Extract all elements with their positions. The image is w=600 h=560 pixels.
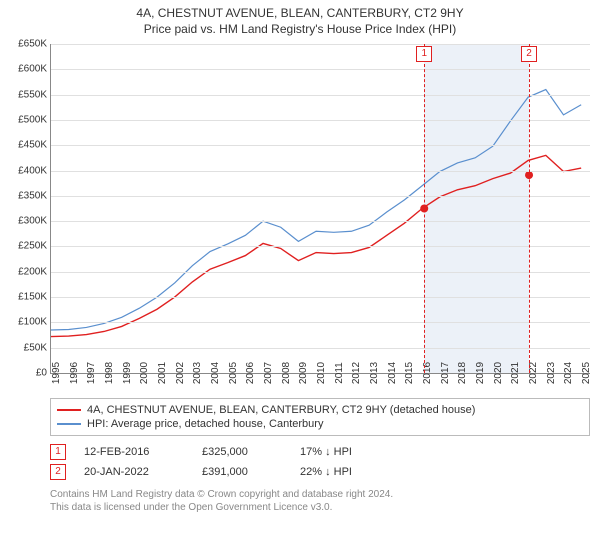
x-tick-label: 2012 — [351, 362, 355, 384]
footnote-line: Contains HM Land Registry data © Crown c… — [50, 488, 590, 501]
x-tick-label: 2019 — [475, 362, 479, 384]
chart-area: £0£50K£100K£150K£200K£250K£300K£350K£400… — [50, 44, 590, 394]
x-tick-label: 2020 — [493, 362, 497, 384]
x-tick-label: 1997 — [86, 362, 90, 384]
sale-marker-line — [529, 44, 530, 373]
y-tick-label: £400K — [18, 165, 47, 176]
sale-marker-badge: 1 — [50, 444, 66, 460]
sales-table: 1 12-FEB-2016 £325,000 17% ↓ HPI 2 20-JA… — [50, 442, 590, 482]
gridline — [51, 95, 590, 96]
gridline — [51, 322, 590, 323]
y-tick-label: £50K — [24, 342, 47, 353]
legend-item: 4A, CHESTNUT AVENUE, BLEAN, CANTERBURY, … — [57, 403, 583, 417]
gridline — [51, 69, 590, 70]
y-tick-label: £0 — [36, 368, 47, 379]
x-tick-label: 2000 — [139, 362, 143, 384]
x-tick-label: 2008 — [281, 362, 285, 384]
series-line — [51, 90, 581, 330]
y-tick-label: £550K — [18, 89, 47, 100]
x-tick-label: 2009 — [298, 362, 302, 384]
chart-svg — [51, 44, 590, 373]
sale-price: £391,000 — [202, 466, 282, 478]
sale-row: 2 20-JAN-2022 £391,000 22% ↓ HPI — [50, 462, 590, 482]
x-tick-label: 2011 — [334, 362, 338, 384]
x-tick-label: 2021 — [510, 362, 514, 384]
x-tick-label: 2023 — [546, 362, 550, 384]
y-tick-label: £100K — [18, 317, 47, 328]
gridline — [51, 272, 590, 273]
sale-row: 1 12-FEB-2016 £325,000 17% ↓ HPI — [50, 442, 590, 462]
sale-delta: 22% ↓ HPI — [300, 466, 352, 478]
sale-marker-label: 2 — [521, 46, 537, 62]
x-tick-label: 2002 — [175, 362, 179, 384]
x-tick-label: 1999 — [122, 362, 126, 384]
y-tick-label: £250K — [18, 241, 47, 252]
x-tick-label: 2013 — [369, 362, 373, 384]
sale-marker-label: 1 — [416, 46, 432, 62]
gridline — [51, 171, 590, 172]
y-tick-label: £150K — [18, 292, 47, 303]
x-tick-label: 2005 — [228, 362, 232, 384]
title-block: 4A, CHESTNUT AVENUE, BLEAN, CANTERBURY, … — [0, 0, 600, 36]
x-tick-label: 1995 — [51, 362, 55, 384]
y-tick-label: £500K — [18, 114, 47, 125]
y-tick-label: £350K — [18, 190, 47, 201]
gridline — [51, 196, 590, 197]
gridline — [51, 246, 590, 247]
legend-label: HPI: Average price, detached house, Cant… — [87, 418, 323, 430]
x-tick-label: 2025 — [581, 362, 585, 384]
legend: 4A, CHESTNUT AVENUE, BLEAN, CANTERBURY, … — [50, 398, 590, 436]
y-tick-label: £300K — [18, 216, 47, 227]
plot-region: £0£50K£100K£150K£200K£250K£300K£350K£400… — [50, 44, 590, 374]
x-tick-label: 2007 — [263, 362, 267, 384]
y-tick-label: £650K — [18, 39, 47, 50]
legend-swatch — [57, 423, 81, 425]
sale-price: £325,000 — [202, 446, 282, 458]
sale-date: 20-JAN-2022 — [84, 466, 184, 478]
gridline — [51, 348, 590, 349]
x-tick-label: 1998 — [104, 362, 108, 384]
chart-container: 4A, CHESTNUT AVENUE, BLEAN, CANTERBURY, … — [0, 0, 600, 560]
x-tick-label: 2010 — [316, 362, 320, 384]
sale-date: 12-FEB-2016 — [84, 446, 184, 458]
sale-marker-line — [424, 44, 425, 373]
x-tick-label: 2024 — [563, 362, 567, 384]
y-tick-label: £600K — [18, 64, 47, 75]
sale-delta: 17% ↓ HPI — [300, 446, 352, 458]
x-tick-label: 2015 — [404, 362, 408, 384]
x-tick-label: 2003 — [192, 362, 196, 384]
legend-swatch — [57, 409, 81, 411]
legend-item: HPI: Average price, detached house, Cant… — [57, 417, 583, 431]
x-tick-label: 2001 — [157, 362, 161, 384]
y-tick-label: £450K — [18, 140, 47, 151]
gridline — [51, 120, 590, 121]
gridline — [51, 145, 590, 146]
legend-label: 4A, CHESTNUT AVENUE, BLEAN, CANTERBURY, … — [87, 404, 475, 416]
footnote: Contains HM Land Registry data © Crown c… — [50, 488, 590, 514]
chart-title: 4A, CHESTNUT AVENUE, BLEAN, CANTERBURY, … — [0, 6, 600, 20]
x-tick-label: 2014 — [387, 362, 391, 384]
chart-subtitle: Price paid vs. HM Land Registry's House … — [0, 22, 600, 36]
sale-marker-badge: 2 — [50, 464, 66, 480]
x-tick-label: 2017 — [440, 362, 444, 384]
footnote-line: This data is licensed under the Open Gov… — [50, 501, 590, 514]
gridline — [51, 221, 590, 222]
x-tick-label: 2018 — [457, 362, 461, 384]
y-tick-label: £200K — [18, 266, 47, 277]
x-tick-label: 2006 — [245, 362, 249, 384]
gridline — [51, 44, 590, 45]
gridline — [51, 297, 590, 298]
x-tick-label: 2004 — [210, 362, 214, 384]
x-tick-label: 1996 — [69, 362, 73, 384]
